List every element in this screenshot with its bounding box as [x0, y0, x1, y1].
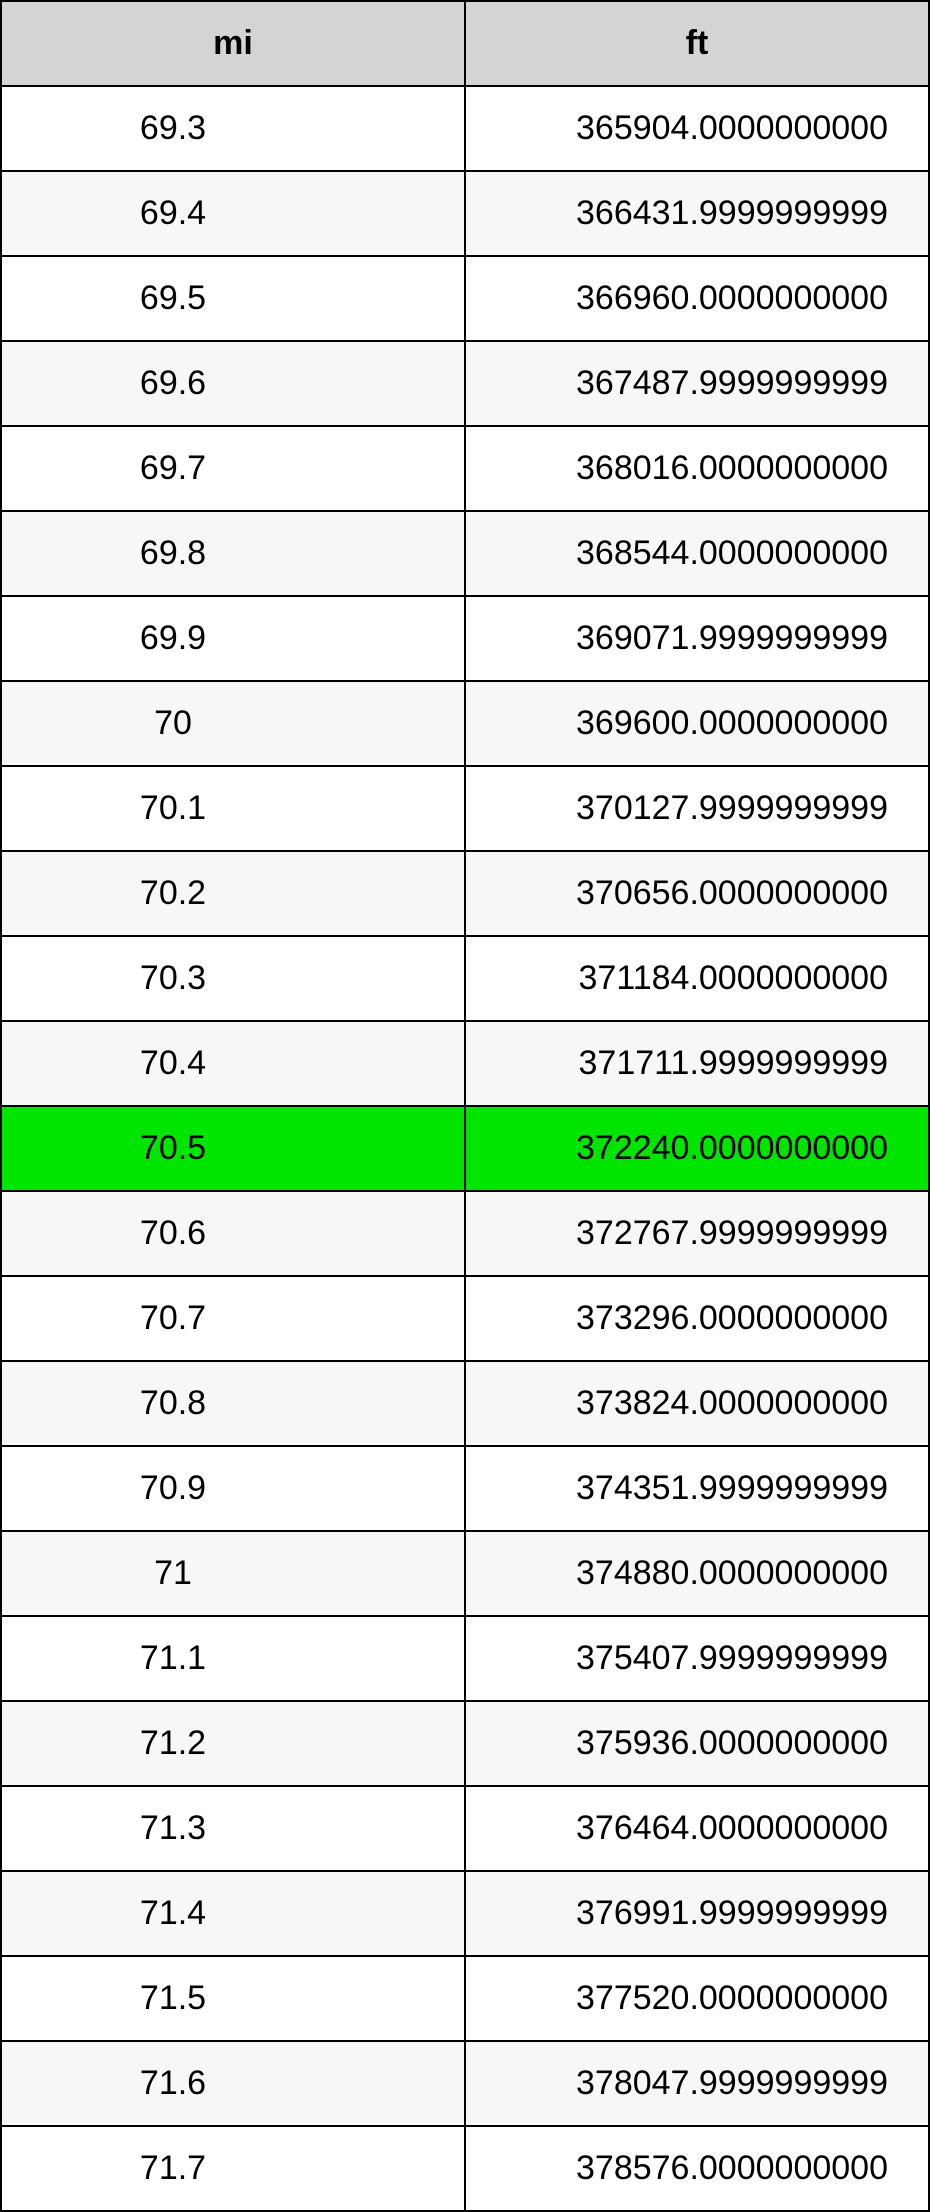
- table-row: 70.9374351.9999999999: [1, 1446, 929, 1531]
- column-header-ft: ft: [465, 1, 929, 86]
- cell-mi: 70.7: [1, 1276, 465, 1361]
- cell-ft: 375407.9999999999: [465, 1616, 929, 1701]
- table-row: 70369600.0000000000: [1, 681, 929, 766]
- cell-mi: 69.5: [1, 256, 465, 341]
- cell-ft: 376464.0000000000: [465, 1786, 929, 1871]
- table-row: 71.2375936.0000000000: [1, 1701, 929, 1786]
- cell-ft: 371184.0000000000: [465, 936, 929, 1021]
- table-row: 70.5372240.0000000000: [1, 1106, 929, 1191]
- cell-ft: 371711.9999999999: [465, 1021, 929, 1106]
- cell-mi: 71.3: [1, 1786, 465, 1871]
- table-row: 69.4366431.9999999999: [1, 171, 929, 256]
- cell-ft: 372767.9999999999: [465, 1191, 929, 1276]
- cell-mi: 70.3: [1, 936, 465, 1021]
- cell-ft: 365904.0000000000: [465, 86, 929, 171]
- table-row: 71.4376991.9999999999: [1, 1871, 929, 1956]
- cell-ft: 369600.0000000000: [465, 681, 929, 766]
- cell-mi: 69.4: [1, 171, 465, 256]
- cell-ft: 374880.0000000000: [465, 1531, 929, 1616]
- cell-ft: 378576.0000000000: [465, 2126, 929, 2211]
- cell-ft: 367487.9999999999: [465, 341, 929, 426]
- table-row: 70.2370656.0000000000: [1, 851, 929, 936]
- cell-mi: 71.4: [1, 1871, 465, 1956]
- table-row: 69.6367487.9999999999: [1, 341, 929, 426]
- table-row: 69.3365904.0000000000: [1, 86, 929, 171]
- cell-ft: 376991.9999999999: [465, 1871, 929, 1956]
- column-header-mi: mi: [1, 1, 465, 86]
- table-row: 70.8373824.0000000000: [1, 1361, 929, 1446]
- table-row: 69.5366960.0000000000: [1, 256, 929, 341]
- table-row: 70.4371711.9999999999: [1, 1021, 929, 1106]
- cell-ft: 374351.9999999999: [465, 1446, 929, 1531]
- cell-mi: 71.1: [1, 1616, 465, 1701]
- table-row: 71.7378576.0000000000: [1, 2126, 929, 2211]
- cell-mi: 71.6: [1, 2041, 465, 2126]
- cell-mi: 70.6: [1, 1191, 465, 1276]
- cell-mi: 70.8: [1, 1361, 465, 1446]
- cell-mi: 69.6: [1, 341, 465, 426]
- cell-mi: 70: [1, 681, 465, 766]
- cell-ft: 370656.0000000000: [465, 851, 929, 936]
- table-row: 69.7368016.0000000000: [1, 426, 929, 511]
- table-row: 69.8368544.0000000000: [1, 511, 929, 596]
- table-row: 71.6378047.9999999999: [1, 2041, 929, 2126]
- cell-mi: 70.5: [1, 1106, 465, 1191]
- cell-mi: 71.5: [1, 1956, 465, 2041]
- cell-mi: 71.7: [1, 2126, 465, 2211]
- cell-ft: 370127.9999999999: [465, 766, 929, 851]
- cell-mi: 69.3: [1, 86, 465, 171]
- table-row: 71374880.0000000000: [1, 1531, 929, 1616]
- table-row: 70.1370127.9999999999: [1, 766, 929, 851]
- cell-ft: 378047.9999999999: [465, 2041, 929, 2126]
- cell-ft: 377520.0000000000: [465, 1956, 929, 2041]
- cell-mi: 70.2: [1, 851, 465, 936]
- cell-mi: 71: [1, 1531, 465, 1616]
- cell-mi: 69.7: [1, 426, 465, 511]
- table-header-row: mi ft: [1, 1, 929, 86]
- cell-ft: 372240.0000000000: [465, 1106, 929, 1191]
- cell-mi: 70.4: [1, 1021, 465, 1106]
- table-row: 70.6372767.9999999999: [1, 1191, 929, 1276]
- table-row: 69.9369071.9999999999: [1, 596, 929, 681]
- table-row: 71.5377520.0000000000: [1, 1956, 929, 2041]
- table-row: 70.3371184.0000000000: [1, 936, 929, 1021]
- cell-mi: 69.8: [1, 511, 465, 596]
- table-row: 70.7373296.0000000000: [1, 1276, 929, 1361]
- cell-mi: 69.9: [1, 596, 465, 681]
- table-row: 71.3376464.0000000000: [1, 1786, 929, 1871]
- cell-mi: 70.1: [1, 766, 465, 851]
- cell-ft: 368016.0000000000: [465, 426, 929, 511]
- table-body: 69.3365904.000000000069.4366431.99999999…: [1, 86, 929, 2211]
- cell-ft: 366431.9999999999: [465, 171, 929, 256]
- conversion-table: mi ft 69.3365904.000000000069.4366431.99…: [0, 0, 930, 2212]
- cell-ft: 373296.0000000000: [465, 1276, 929, 1361]
- cell-mi: 70.9: [1, 1446, 465, 1531]
- table-row: 71.1375407.9999999999: [1, 1616, 929, 1701]
- cell-ft: 375936.0000000000: [465, 1701, 929, 1786]
- cell-ft: 368544.0000000000: [465, 511, 929, 596]
- cell-ft: 366960.0000000000: [465, 256, 929, 341]
- cell-ft: 369071.9999999999: [465, 596, 929, 681]
- cell-mi: 71.2: [1, 1701, 465, 1786]
- cell-ft: 373824.0000000000: [465, 1361, 929, 1446]
